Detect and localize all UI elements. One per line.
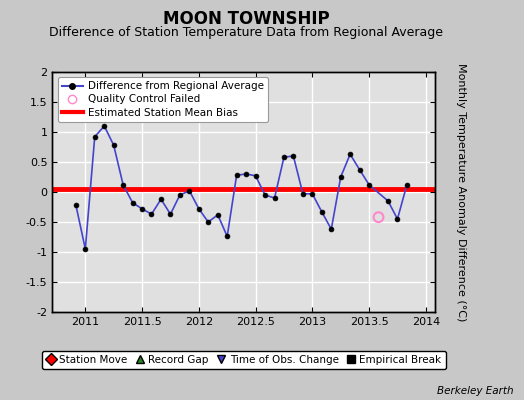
Point bbox=[374, 214, 383, 220]
Text: Berkeley Earth: Berkeley Earth bbox=[437, 386, 514, 396]
Legend: Station Move, Record Gap, Time of Obs. Change, Empirical Break: Station Move, Record Gap, Time of Obs. C… bbox=[41, 351, 446, 369]
Text: MOON TOWNSHIP: MOON TOWNSHIP bbox=[163, 10, 330, 28]
Y-axis label: Monthly Temperature Anomaly Difference (°C): Monthly Temperature Anomaly Difference (… bbox=[456, 63, 466, 321]
Text: Difference of Station Temperature Data from Regional Average: Difference of Station Temperature Data f… bbox=[49, 26, 443, 39]
